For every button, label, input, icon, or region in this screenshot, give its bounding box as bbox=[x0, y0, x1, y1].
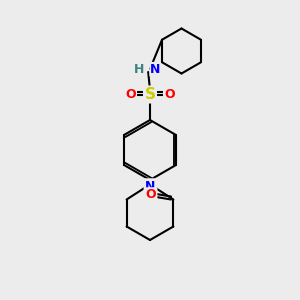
Text: O: O bbox=[125, 88, 136, 101]
Text: N: N bbox=[145, 179, 155, 193]
Text: N: N bbox=[150, 62, 160, 76]
Text: O: O bbox=[164, 88, 175, 101]
Text: H: H bbox=[134, 62, 145, 76]
Text: O: O bbox=[146, 188, 156, 202]
Text: S: S bbox=[145, 87, 155, 102]
